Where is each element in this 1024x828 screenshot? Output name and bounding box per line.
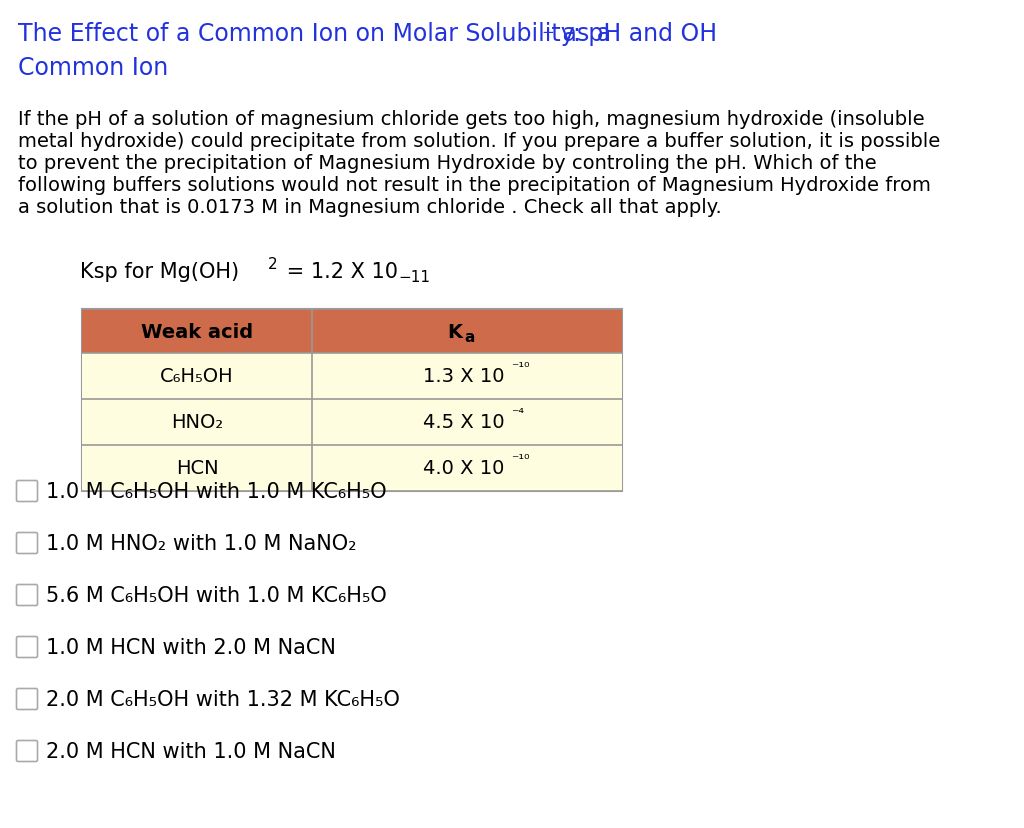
Bar [82,310,622,491]
Text: C₆H₅OH: C₆H₅OH [160,367,233,386]
FancyBboxPatch shape [16,533,38,554]
Text: ⁻¹⁰: ⁻¹⁰ [511,452,529,466]
FancyBboxPatch shape [16,689,38,710]
FancyBboxPatch shape [16,585,38,606]
Text: 4.0 X 10: 4.0 X 10 [423,459,505,478]
Text: Ksp for Mg(OH): Ksp for Mg(OH) [80,262,240,282]
Text: Common Ion: Common Ion [18,56,168,80]
Text: 2.0 M HCN with 1.0 M NaCN: 2.0 M HCN with 1.0 M NaCN [46,741,336,761]
Text: If the pH of a solution of magnesium chloride gets too high, magnesium hydroxide: If the pH of a solution of magnesium chl… [18,110,925,129]
FancyBboxPatch shape [16,637,38,657]
Text: to prevent the precipitation of Magnesium Hydroxide by controling the pH. Which : to prevent the precipitation of Magnesiu… [18,154,877,173]
Text: −11: −11 [398,270,430,285]
Text: ⁻⁴: ⁻⁴ [511,407,524,421]
Bar [312,400,622,445]
Bar [82,445,312,491]
Text: 2: 2 [268,257,278,272]
Text: 1.3 X 10: 1.3 X 10 [423,367,505,386]
Text: 1.0 M HNO₂ with 1.0 M NaNO₂: 1.0 M HNO₂ with 1.0 M NaNO₂ [46,533,356,553]
Text: HNO₂: HNO₂ [171,413,223,432]
FancyBboxPatch shape [16,740,38,762]
Text: a solution that is 0.0173 M in Magnesium chloride . Check all that apply.: a solution that is 0.0173 M in Magnesium… [18,198,722,217]
Bar [312,310,622,354]
Text: metal hydroxide) could precipitate from solution. If you prepare a buffer soluti: metal hydroxide) could precipitate from … [18,132,940,151]
Text: 4.5 X 10: 4.5 X 10 [423,413,505,432]
Text: as a: as a [555,22,611,46]
Text: K: K [447,322,462,341]
FancyBboxPatch shape [16,481,38,502]
Bar [312,354,622,400]
Bar [82,400,312,445]
Text: 1.0 M C₆H₅OH with 1.0 M KC₆H₅O: 1.0 M C₆H₅OH with 1.0 M KC₆H₅O [46,481,387,502]
Bar [312,445,622,491]
Text: following buffers solutions would not result in the precipitation of Magnesium H: following buffers solutions would not re… [18,176,931,195]
Text: 1.0 M HCN with 2.0 M NaCN: 1.0 M HCN with 2.0 M NaCN [46,638,336,657]
Text: HCN: HCN [176,459,218,478]
Text: 2.0 M C₆H₅OH with 1.32 M KC₆H₅O: 2.0 M C₆H₅OH with 1.32 M KC₆H₅O [46,689,400,709]
Text: The Effect of a Common Ion on Molar Solubility: pH and OH: The Effect of a Common Ion on Molar Solu… [18,22,717,46]
Text: a: a [464,329,474,344]
Text: 5.6 M C₆H₅OH with 1.0 M KC₆H₅O: 5.6 M C₆H₅OH with 1.0 M KC₆H₅O [46,585,387,605]
Text: The Effect of a Common Ion on Molar Solubility: pH and OH: The Effect of a Common Ion on Molar Solu… [18,22,717,46]
Text: Weak acid: Weak acid [141,322,253,341]
Text: ⁻¹⁰: ⁻¹⁰ [511,360,529,374]
Bar [82,310,312,354]
Text: = 1.2 X 10: = 1.2 X 10 [280,262,398,282]
Text: −: − [541,25,554,40]
Bar [82,354,312,400]
